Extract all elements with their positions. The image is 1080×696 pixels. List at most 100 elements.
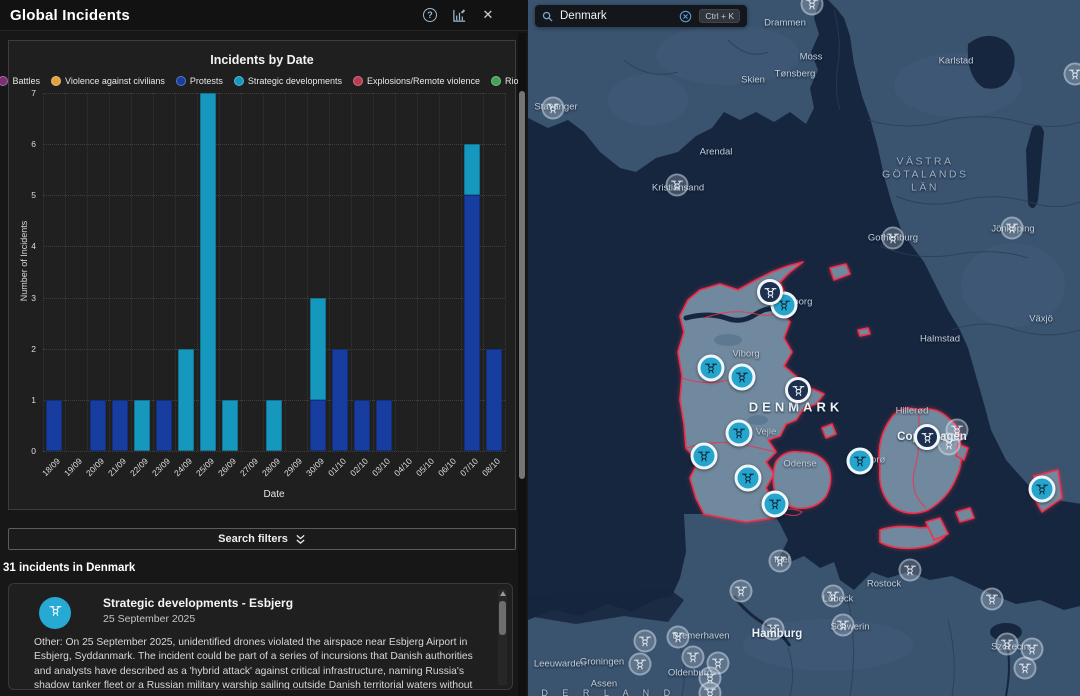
gridline-v (461, 93, 462, 451)
double-chevron-down-icon (295, 534, 306, 545)
gridline-h (43, 93, 505, 94)
gridline-v (373, 93, 374, 451)
chart-xlabel: Date (43, 489, 505, 500)
bar-protests[interactable] (46, 400, 63, 451)
bar-protests[interactable] (464, 195, 481, 451)
bar-protests[interactable] (376, 400, 393, 451)
help-icon[interactable] (422, 7, 438, 23)
drone-glyph (827, 590, 840, 603)
drone-glyph (704, 687, 717, 696)
map[interactable]: DrammenMossTønsbergSkienStavangerArendal… (528, 0, 1080, 696)
drone-glyph (1006, 222, 1019, 235)
drone-glyph (1019, 662, 1032, 675)
drone-glyph (767, 623, 780, 636)
y-tick-label: 1 (31, 395, 36, 405)
incident-marker-faint[interactable] (822, 585, 845, 608)
x-tick-label: 23/09 (150, 456, 172, 478)
bar-protests[interactable] (156, 400, 173, 451)
bar-strategic-developments[interactable] (310, 298, 327, 400)
gridline-v (241, 93, 242, 451)
incident-marker-faint[interactable] (938, 433, 961, 456)
bar-strategic-developments[interactable] (134, 400, 151, 451)
incident-marker-faint[interactable] (996, 633, 1019, 656)
legend-label: Protests (190, 76, 223, 86)
search-icon (542, 11, 553, 22)
legend-item[interactable]: Protests (176, 76, 223, 86)
incident-marker-cyan[interactable] (726, 420, 753, 447)
panel-scroll-thumb[interactable] (519, 91, 525, 479)
incident-marker-faint[interactable] (682, 646, 705, 669)
incident-marker-navy[interactable] (914, 424, 940, 450)
x-tick-label: 27/09 (238, 456, 260, 478)
incident-marker-faint[interactable] (629, 653, 652, 676)
incident-marker-cyan[interactable] (729, 364, 756, 391)
incident-card-scroll-thumb[interactable] (499, 601, 506, 635)
x-tick-label: 03/10 (370, 456, 392, 478)
legend-item[interactable]: Battles (0, 76, 40, 86)
scroll-up-arrow-icon[interactable] (500, 591, 506, 596)
legend-item[interactable]: Violence against civilians (51, 76, 165, 86)
gridline-v (417, 93, 418, 451)
incident-marker-cyan[interactable] (1029, 476, 1056, 503)
incident-card[interactable]: Strategic developments - Esbjerg 25 Sept… (8, 583, 513, 690)
bar-strategic-developments[interactable] (178, 349, 195, 451)
search-filters-button[interactable]: Search filters (8, 528, 516, 550)
legend-label: Violence against civilians (65, 76, 165, 86)
legend-item[interactable]: Explosions/Remote violence (353, 76, 480, 86)
bar-strategic-developments[interactable] (266, 400, 283, 451)
incident-marker-faint[interactable] (832, 614, 855, 637)
page-title: Global Incidents (10, 7, 130, 24)
bar-strategic-developments[interactable] (200, 93, 217, 451)
bar-protests[interactable] (486, 349, 503, 451)
search-input[interactable]: Denmark (560, 10, 672, 22)
bar-protests[interactable] (332, 349, 349, 451)
y-tick-label: 4 (31, 241, 36, 251)
x-tick-label: 25/09 (194, 456, 216, 478)
incident-marker-faint[interactable] (762, 618, 785, 641)
edit-chart-icon[interactable] (451, 7, 467, 23)
incident-marker-faint[interactable] (667, 626, 690, 649)
incident-marker-faint[interactable] (1014, 657, 1037, 680)
gridline-v (87, 93, 88, 451)
incident-marker-faint[interactable] (981, 588, 1004, 611)
incident-marker-faint[interactable] (542, 97, 565, 120)
incident-marker-faint[interactable] (899, 559, 922, 582)
incident-card-scrollbar[interactable] (498, 589, 507, 685)
incident-marker-faint[interactable] (730, 580, 753, 603)
drone-glyph (639, 635, 652, 648)
bar-protests[interactable] (354, 400, 371, 451)
drone-glyph (854, 455, 867, 468)
drone-glyph (698, 450, 711, 463)
clear-search-icon[interactable] (679, 10, 692, 23)
incident-marker-faint[interactable] (1064, 63, 1080, 86)
incident-marker-faint[interactable] (882, 227, 905, 250)
incident-marker-faint[interactable] (634, 630, 657, 653)
drone-glyph (735, 585, 748, 598)
incident-marker-cyan[interactable] (735, 465, 762, 492)
bar-protests[interactable] (310, 400, 327, 451)
x-tick-label: 21/09 (106, 456, 128, 478)
legend-item[interactable]: Strategic developments (234, 76, 342, 86)
panel-scrollbar[interactable] (518, 33, 526, 696)
x-tick-label: 22/09 (128, 456, 150, 478)
bar-strategic-developments[interactable] (464, 144, 481, 195)
incident-marker-faint[interactable] (1001, 217, 1024, 240)
gridline-v (153, 93, 154, 451)
bar-strategic-developments[interactable] (222, 400, 239, 451)
bar-protests[interactable] (112, 400, 129, 451)
chart-pencil-glyph (452, 8, 467, 23)
incident-marker-navy[interactable] (757, 279, 783, 305)
gridline-v (175, 93, 176, 451)
incident-marker-cyan[interactable] (847, 448, 874, 475)
bar-protests[interactable] (90, 400, 107, 451)
incident-marker-cyan[interactable] (691, 443, 718, 470)
incident-marker-faint[interactable] (666, 174, 689, 197)
incident-marker-faint[interactable] (769, 550, 792, 573)
drone-glyph (837, 619, 850, 632)
incident-marker-cyan[interactable] (762, 491, 789, 518)
drone-glyph (1026, 643, 1039, 656)
close-icon[interactable] (480, 7, 496, 23)
incident-marker-cyan[interactable] (698, 355, 725, 382)
incident-marker-navy[interactable] (785, 377, 811, 403)
map-search-bar[interactable]: Denmark Ctrl + K (535, 5, 747, 27)
